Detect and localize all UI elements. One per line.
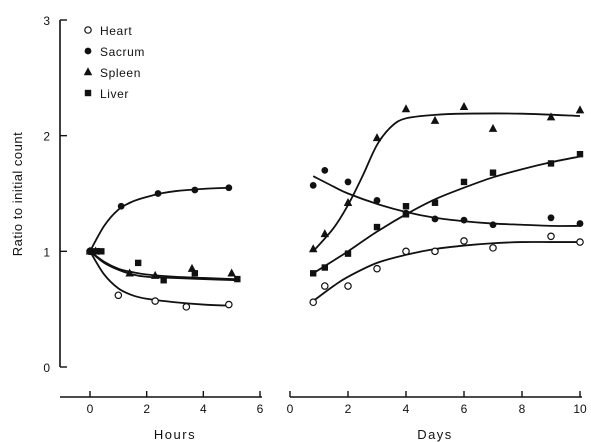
point-heart-hours <box>114 291 123 300</box>
data-points-layer <box>85 101 585 311</box>
fit-curve-heart-hours <box>89 250 232 307</box>
point-spleen-days <box>546 112 556 121</box>
legend: Heart Sacrum Spleen Liver <box>83 24 145 101</box>
point-liver-days <box>547 160 555 167</box>
legend-marker-heart <box>84 26 92 34</box>
point-liver-days <box>576 150 584 158</box>
point-liver-days <box>321 264 328 271</box>
point-liver-hours <box>134 259 142 267</box>
point-liver-days <box>431 199 439 206</box>
point-spleen-days <box>308 244 318 253</box>
point-sacrum-days <box>431 215 439 223</box>
point-sacrum-days <box>373 197 381 204</box>
x-tick-label: 2 <box>143 402 150 416</box>
fit-curve-spleen-days <box>312 112 581 252</box>
x-axis-label-hours: Hours <box>154 427 196 442</box>
legend-label-sacrum: Sacrum <box>100 45 145 59</box>
legend-label-heart: Heart <box>100 24 132 38</box>
point-spleen-days <box>343 197 353 206</box>
point-spleen-hours <box>150 270 160 279</box>
fit-curves-layer <box>89 112 581 307</box>
fit-curve-liver-hours <box>89 250 238 282</box>
point-sacrum-days <box>489 221 497 229</box>
x-tick-label: 10 <box>573 402 587 416</box>
legend-marker-sacrum <box>84 47 92 55</box>
point-heart-days <box>460 237 468 245</box>
point-spleen-hours <box>85 246 95 255</box>
point-sacrum-hours <box>225 184 233 192</box>
point-sacrum-days <box>460 216 468 224</box>
axes-layer: 0 2 4 6 Hours 0 1 2 3 Ratio to initial count 0 2 4 6 8… <box>10 14 587 442</box>
point-spleen-days <box>372 133 382 142</box>
point-liver-hours <box>191 270 199 277</box>
point-liver-days <box>310 270 317 277</box>
point-liver-hours <box>160 277 167 284</box>
point-spleen-days <box>430 115 440 124</box>
point-sacrum-hours <box>117 202 125 210</box>
x-tick-label: 0 <box>287 402 294 416</box>
point-liver-days <box>402 211 410 218</box>
fit-curve-liver-days <box>312 155 581 275</box>
y-tick-label: 1 <box>43 245 50 259</box>
x-axis-label-days: Days <box>417 427 453 442</box>
point-heart-days <box>489 244 497 252</box>
point-liver-hours <box>92 248 99 255</box>
fit-curve-sacrum-hours <box>89 186 232 252</box>
point-liver-hours <box>98 248 105 255</box>
x-tick-label: 2 <box>345 402 352 416</box>
point-liver-days <box>344 250 352 257</box>
point-heart-hours <box>182 303 191 311</box>
x-tick-label: 4 <box>403 402 410 416</box>
point-spleen-days <box>575 105 585 114</box>
point-heart-days <box>320 282 329 290</box>
point-sacrum-days <box>321 166 329 174</box>
point-liver-days <box>489 169 497 176</box>
point-spleen-hours <box>187 263 197 272</box>
x-tick-label: 8 <box>519 402 526 416</box>
x-tick-label: 0 <box>87 402 94 416</box>
fit-curve-heart-days <box>312 241 580 302</box>
point-sacrum-hours <box>154 190 162 197</box>
x-tick-label: 6 <box>461 402 468 416</box>
point-sacrum-days <box>344 178 352 186</box>
point-liver-hours <box>234 275 241 283</box>
y-tick-label: 0 <box>43 361 50 375</box>
fit-curve-spleen-hours <box>89 250 235 280</box>
point-heart-days <box>373 264 381 273</box>
point-heart-days <box>402 247 410 256</box>
point-sacrum-days <box>547 214 555 222</box>
y-tick-label: 3 <box>43 14 50 28</box>
point-spleen-hours <box>125 268 134 277</box>
fit-curve-sacrum-days <box>312 175 581 227</box>
point-spleen-days <box>488 123 498 132</box>
point-sacrum-days <box>576 220 584 227</box>
point-spleen-days <box>401 104 411 113</box>
legend-label-spleen: Spleen <box>100 66 141 80</box>
point-heart-days <box>344 282 352 290</box>
x-tick-label: 6 <box>257 402 264 416</box>
point-heart-hours <box>225 300 233 309</box>
y-tick-label: 2 <box>43 130 50 144</box>
point-heart-hours <box>151 297 159 305</box>
point-heart-days <box>431 247 439 256</box>
point-spleen-hours <box>227 268 236 277</box>
point-sacrum-hours <box>191 186 199 194</box>
legend-marker-liver <box>84 89 92 97</box>
point-liver-days <box>460 178 468 186</box>
y-axis-label: Ratio to initial count <box>10 132 25 256</box>
point-spleen-days <box>320 229 330 238</box>
point-spleen-days <box>459 101 469 110</box>
legend-marker-spleen <box>83 67 93 76</box>
point-heart-days <box>547 232 555 241</box>
x-tick-label: 4 <box>200 402 207 416</box>
point-heart-days <box>576 238 584 246</box>
point-liver-days <box>402 203 410 210</box>
point-heart-days <box>309 298 318 307</box>
point-sacrum-days <box>309 182 317 189</box>
point-liver-days <box>373 223 381 231</box>
legend-label-liver: Liver <box>100 87 129 101</box>
